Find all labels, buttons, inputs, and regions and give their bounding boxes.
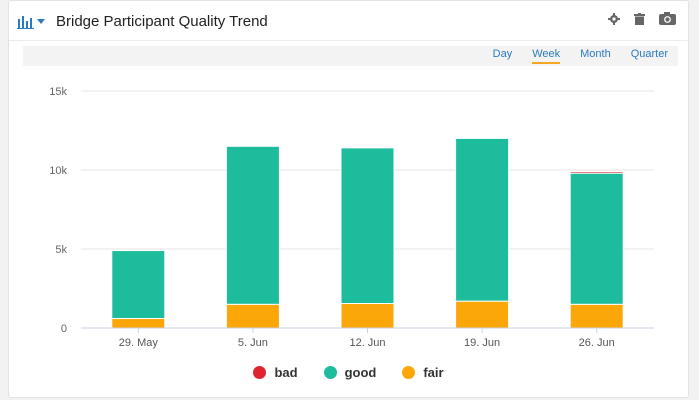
x-tick-label: 5. Jun xyxy=(238,337,268,349)
gear-icon[interactable] xyxy=(608,12,620,30)
legend-item-fair[interactable]: fair xyxy=(402,365,444,380)
bar-fair xyxy=(455,300,510,329)
bar-good xyxy=(569,172,624,305)
legend-item-bad[interactable]: bad xyxy=(253,365,298,380)
legend-label-bad: bad xyxy=(274,365,298,380)
chart-type-menu[interactable] xyxy=(17,13,47,31)
bar-good xyxy=(111,250,166,320)
period-tabs: Day Week Month Quarter xyxy=(493,48,668,64)
legend-marker-fair xyxy=(402,366,416,379)
tab-week[interactable]: Week xyxy=(532,48,561,64)
trash-icon[interactable] xyxy=(634,12,645,30)
bar-fair xyxy=(225,303,280,329)
legend-item-good[interactable]: good xyxy=(323,365,377,380)
x-tick-label: 12. Jun xyxy=(349,337,385,349)
x-tick-label: 29. May xyxy=(119,337,159,349)
bar-bad xyxy=(569,171,624,174)
camera-icon[interactable] xyxy=(659,12,676,30)
bar-fair xyxy=(111,318,166,329)
period-toolbar: Day Week Month Quarter xyxy=(23,46,678,66)
y-tick-label: 0 xyxy=(61,323,67,335)
card-header: Bridge Participant Quality Trend xyxy=(9,1,688,41)
y-tick-label: 5k xyxy=(55,244,67,256)
x-tick-label: 19. Jun xyxy=(464,337,500,349)
bar-good xyxy=(455,137,510,302)
bar-fair xyxy=(340,303,395,329)
y-tick-label: 10k xyxy=(49,165,67,177)
tab-month[interactable]: Month xyxy=(580,48,611,60)
tab-quarter[interactable]: Quarter xyxy=(630,48,668,60)
chart-legend: bad good fair xyxy=(9,365,688,380)
bar-good xyxy=(340,147,395,305)
legend-label-good: good xyxy=(344,365,377,380)
chart-card: Bridge Participant Quality Trend xyxy=(8,0,689,398)
legend-marker-bad xyxy=(253,366,267,379)
y-tick-label: 15k xyxy=(49,86,67,98)
legend-label-fair: fair xyxy=(423,365,444,380)
bar-chart: 0 5k 10k 15k 29. May 5. Jun 12. Jun 19. Jun 26. … xyxy=(49,86,654,349)
tab-day[interactable]: Day xyxy=(492,48,513,60)
bar-fair xyxy=(569,303,624,329)
legend-marker-good xyxy=(323,366,337,379)
x-tick-label: 26. Jun xyxy=(579,337,615,349)
page-title: Bridge Participant Quality Trend xyxy=(56,13,268,30)
chevron-down-icon xyxy=(37,19,45,25)
bar-good xyxy=(225,145,280,305)
bar-chart-icon xyxy=(17,15,34,29)
